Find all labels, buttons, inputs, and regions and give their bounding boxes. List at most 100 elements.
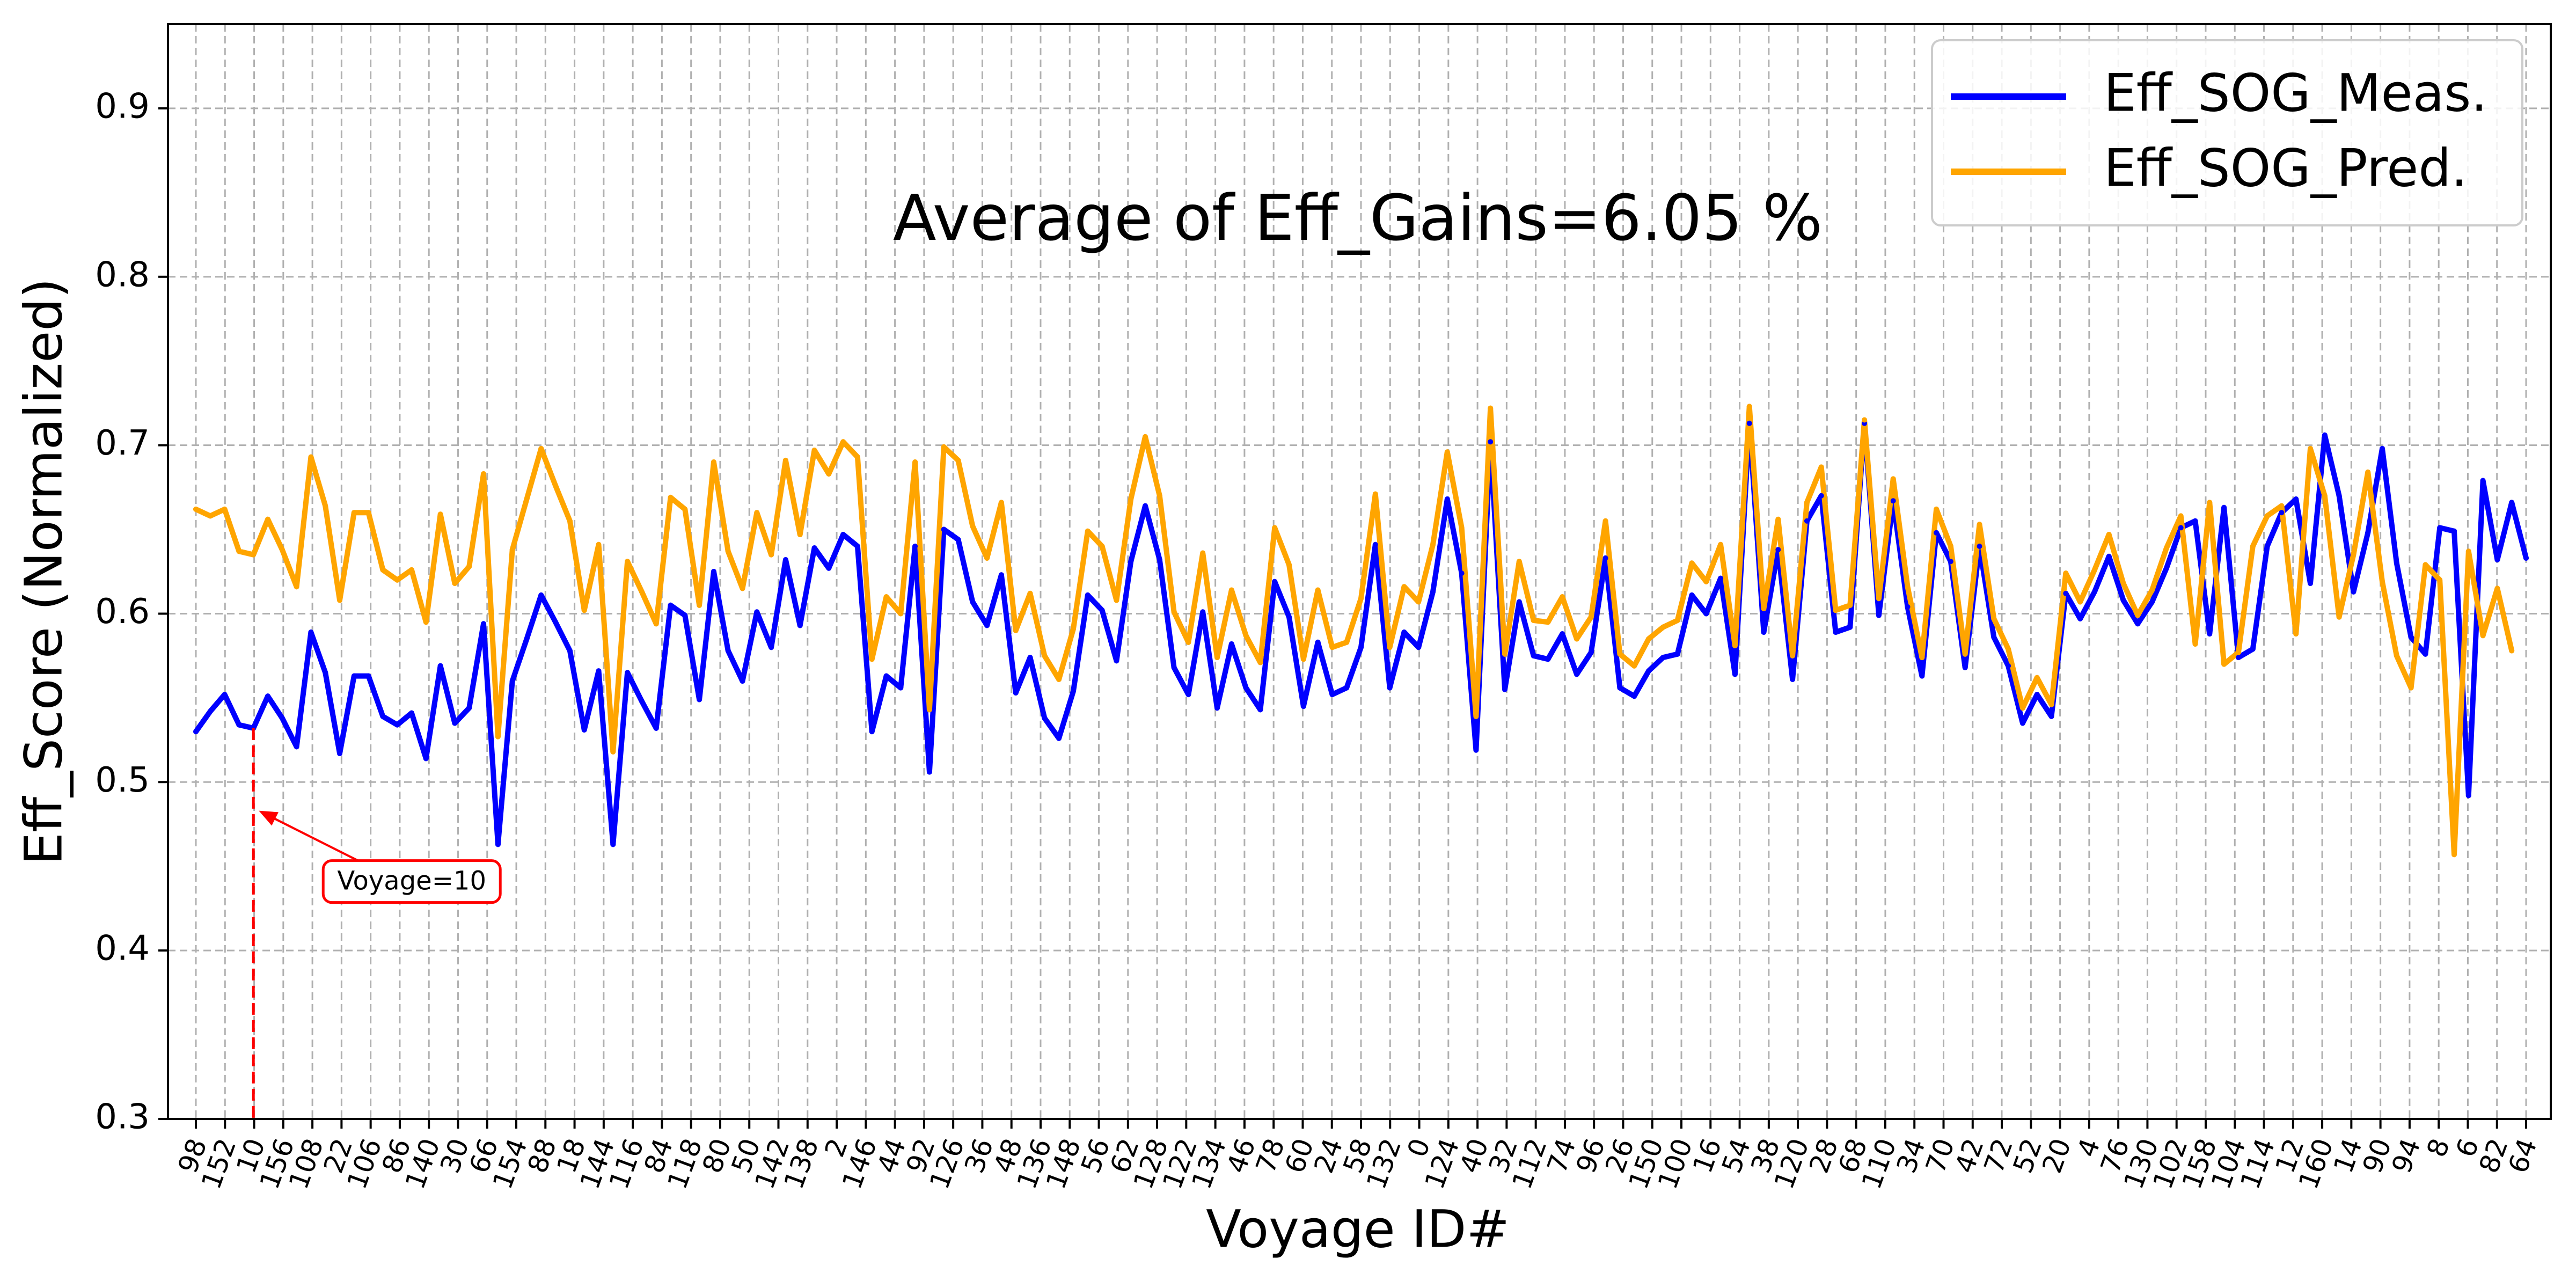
data-point-pred — [1286, 562, 1292, 568]
data-point-pred — [1732, 643, 1738, 649]
data-point-pred — [926, 707, 932, 713]
data-point-meas — [1286, 614, 1292, 620]
data-point-pred — [668, 494, 674, 500]
data-point-pred — [265, 516, 270, 522]
data-point-meas — [912, 543, 918, 549]
data-point-pred — [1243, 633, 1249, 639]
data-point-meas — [1128, 559, 1134, 565]
data-point-pred — [2091, 567, 2097, 573]
data-point-meas — [1588, 649, 1594, 655]
data-point-pred — [1358, 596, 1364, 602]
data-point-meas — [2178, 525, 2184, 531]
data-point-meas — [1085, 592, 1091, 598]
data-point-pred — [1977, 522, 1982, 528]
data-point-meas — [1847, 624, 1853, 630]
data-point-pred — [1444, 449, 1450, 455]
data-point-pred — [1531, 618, 1536, 623]
data-point-meas — [1818, 493, 1824, 499]
legend-frame — [1931, 39, 2523, 226]
data-point-pred — [1329, 645, 1335, 650]
data-point-meas — [1775, 547, 1781, 553]
data-point-meas — [2351, 589, 2357, 595]
data-point-pred — [725, 548, 731, 554]
data-point-pred — [769, 552, 774, 558]
data-point-meas — [1732, 671, 1738, 677]
data-point-pred — [1876, 596, 1882, 602]
data-point-pred — [610, 749, 616, 755]
data-point-meas — [1934, 530, 1940, 536]
data-point-pred — [553, 482, 559, 488]
y-tick-label: 0.8 — [95, 255, 150, 295]
data-point-pred — [2221, 661, 2227, 667]
data-point-meas — [1890, 498, 1896, 504]
data-point-meas — [1358, 645, 1364, 650]
data-point-pred — [625, 559, 631, 565]
data-point-pred — [682, 506, 688, 512]
data-point-pred — [797, 532, 803, 537]
data-point-pred — [236, 548, 242, 554]
data-point-pred — [423, 619, 429, 625]
data-point-meas — [265, 693, 270, 699]
data-point-meas — [236, 722, 242, 728]
data-point-pred — [1372, 491, 1378, 497]
data-point-meas — [207, 708, 213, 714]
data-point-meas — [1329, 692, 1335, 698]
data-point-pred — [2351, 552, 2357, 558]
data-point-pred — [1114, 597, 1119, 603]
data-point-pred — [394, 577, 400, 583]
data-point-pred — [538, 445, 544, 451]
data-point-meas — [1272, 579, 1278, 584]
data-point-meas — [1416, 645, 1422, 650]
data-point-meas — [509, 678, 515, 684]
data-point-pred — [1516, 559, 1522, 565]
data-point-meas — [1387, 685, 1393, 691]
data-point-meas — [2336, 493, 2342, 499]
x-axis-title: Voyage ID# — [1206, 1199, 1510, 1259]
data-point-meas — [797, 623, 803, 628]
data-point-meas — [2423, 651, 2428, 657]
data-point-meas — [1171, 664, 1177, 670]
y-tick-label: 0.4 — [95, 929, 150, 969]
data-point-pred — [2063, 570, 2069, 576]
marker-arrow-line — [268, 814, 359, 862]
data-point-meas — [1430, 589, 1436, 595]
data-point-meas — [711, 569, 716, 574]
data-point-pred — [2380, 579, 2385, 584]
data-point-meas — [380, 713, 386, 719]
data-point-pred — [2494, 586, 2500, 591]
data-point-meas — [452, 720, 458, 726]
data-point-meas — [2308, 581, 2313, 586]
data-point-meas — [2091, 589, 2097, 595]
data-point-pred — [509, 547, 515, 553]
average-gains-annotation: Average of Eff_Gains=6.05 % — [893, 181, 1823, 255]
data-point-pred — [495, 734, 501, 740]
data-point-pred — [1905, 584, 1911, 590]
data-point-meas — [1200, 609, 1206, 615]
data-point-meas — [869, 729, 875, 735]
data-point-pred — [1502, 651, 1507, 657]
data-point-pred — [1143, 434, 1148, 440]
data-point-pred — [1200, 550, 1206, 556]
data-point-meas — [2451, 528, 2457, 534]
y-tick-label: 0.5 — [95, 760, 150, 800]
data-point-pred — [2465, 548, 2471, 554]
data-point-pred — [2279, 503, 2285, 509]
data-point-pred — [1056, 676, 1062, 682]
data-point-pred — [1991, 616, 1997, 621]
data-point-meas — [351, 673, 357, 679]
data-point-meas — [1071, 688, 1076, 694]
data-point-meas — [2221, 504, 2227, 510]
data-point-meas — [2163, 565, 2169, 571]
data-point-pred — [1689, 560, 1695, 566]
data-point-meas — [2106, 553, 2112, 559]
data-point-meas — [567, 648, 573, 654]
data-point-pred — [869, 656, 875, 662]
data-point-meas — [998, 572, 1004, 578]
data-point-pred — [1099, 543, 1105, 549]
data-point-meas — [193, 729, 199, 735]
data-point-meas — [769, 645, 774, 650]
data-point-meas — [1157, 557, 1162, 562]
data-point-pred — [740, 586, 745, 591]
data-point-meas — [754, 609, 760, 615]
data-point-meas — [1516, 599, 1522, 605]
